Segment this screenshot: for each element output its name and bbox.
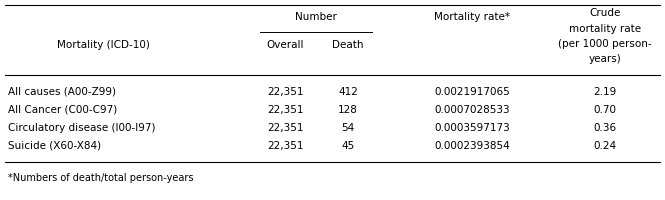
Text: 2.19: 2.19 bbox=[593, 87, 616, 97]
Text: All causes (A00-Z99): All causes (A00-Z99) bbox=[8, 87, 116, 97]
Text: mortality rate: mortality rate bbox=[569, 23, 641, 33]
Text: 22,351: 22,351 bbox=[267, 123, 303, 133]
Text: 128: 128 bbox=[338, 105, 358, 115]
Text: Mortality rate*: Mortality rate* bbox=[434, 12, 510, 22]
Text: 22,351: 22,351 bbox=[267, 87, 303, 97]
Text: Death: Death bbox=[332, 40, 364, 50]
Text: Suicide (X60-X84): Suicide (X60-X84) bbox=[8, 141, 101, 151]
Text: years): years) bbox=[589, 54, 621, 64]
Text: 0.0003597173: 0.0003597173 bbox=[434, 123, 510, 133]
Text: 45: 45 bbox=[341, 141, 354, 151]
Text: 22,351: 22,351 bbox=[267, 141, 303, 151]
Text: 0.70: 0.70 bbox=[593, 105, 616, 115]
Text: 22,351: 22,351 bbox=[267, 105, 303, 115]
Text: 54: 54 bbox=[341, 123, 354, 133]
Text: Mortality (ICD-10): Mortality (ICD-10) bbox=[57, 40, 150, 50]
Text: (per 1000 person-: (per 1000 person- bbox=[558, 39, 652, 49]
Text: Number: Number bbox=[295, 12, 337, 22]
Text: 0.0021917065: 0.0021917065 bbox=[434, 87, 510, 97]
Text: All Cancer (C00-C97): All Cancer (C00-C97) bbox=[8, 105, 117, 115]
Text: Crude: Crude bbox=[589, 8, 620, 18]
Text: *Numbers of death/total person-years: *Numbers of death/total person-years bbox=[8, 173, 194, 183]
Text: 0.0007028533: 0.0007028533 bbox=[434, 105, 510, 115]
Text: Overall: Overall bbox=[266, 40, 304, 50]
Text: 0.36: 0.36 bbox=[593, 123, 616, 133]
Text: 0.0002393854: 0.0002393854 bbox=[434, 141, 510, 151]
Text: Circulatory disease (I00-I97): Circulatory disease (I00-I97) bbox=[8, 123, 156, 133]
Text: 412: 412 bbox=[338, 87, 358, 97]
Text: 0.24: 0.24 bbox=[593, 141, 616, 151]
